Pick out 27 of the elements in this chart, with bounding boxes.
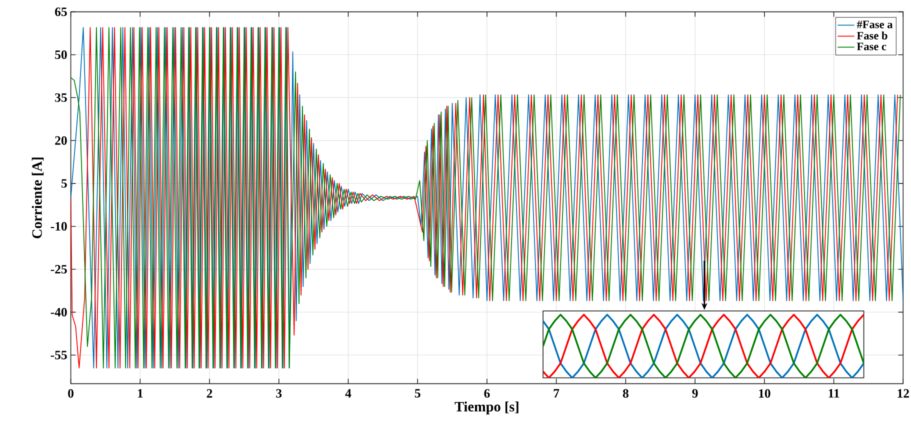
x-tick-label: 7	[554, 389, 560, 398]
x-axis-title: Tiempo [s]	[454, 402, 518, 414]
y-tick-label: -25	[50, 265, 67, 274]
legend-label: #Fase a	[856, 20, 893, 28]
x-tick-label: 8	[622, 389, 628, 398]
legend-label: Fase b	[856, 32, 888, 40]
y-tick-label: 20	[55, 136, 67, 145]
y-tick-label: 50	[55, 50, 67, 60]
x-tick-label: 5	[414, 389, 420, 398]
x-tick-label: 11	[828, 389, 840, 398]
y-tick-label: 35	[55, 93, 67, 102]
y-tick-label: 65	[55, 8, 67, 16]
y-tick-label: -55	[50, 350, 67, 360]
y-tick-label: -10	[50, 222, 67, 231]
x-tick-label: 9	[692, 389, 698, 398]
x-tick-label: 12	[898, 389, 909, 398]
y-tick-label: -40	[50, 308, 67, 316]
x-tick-label: 2	[206, 389, 212, 398]
x-tick-label: 1	[138, 389, 143, 398]
x-tick-label: 6	[484, 389, 490, 398]
x-tick-label: 10	[759, 389, 770, 398]
x-tick-label: 0	[68, 389, 74, 398]
y-tick-label: 5	[61, 179, 67, 188]
x-tick-label: 3	[276, 389, 282, 398]
x-tick-label: 4	[345, 389, 352, 398]
legend-label: Fase c	[856, 42, 886, 50]
y-axis-title: Corriente [A]	[32, 158, 44, 238]
